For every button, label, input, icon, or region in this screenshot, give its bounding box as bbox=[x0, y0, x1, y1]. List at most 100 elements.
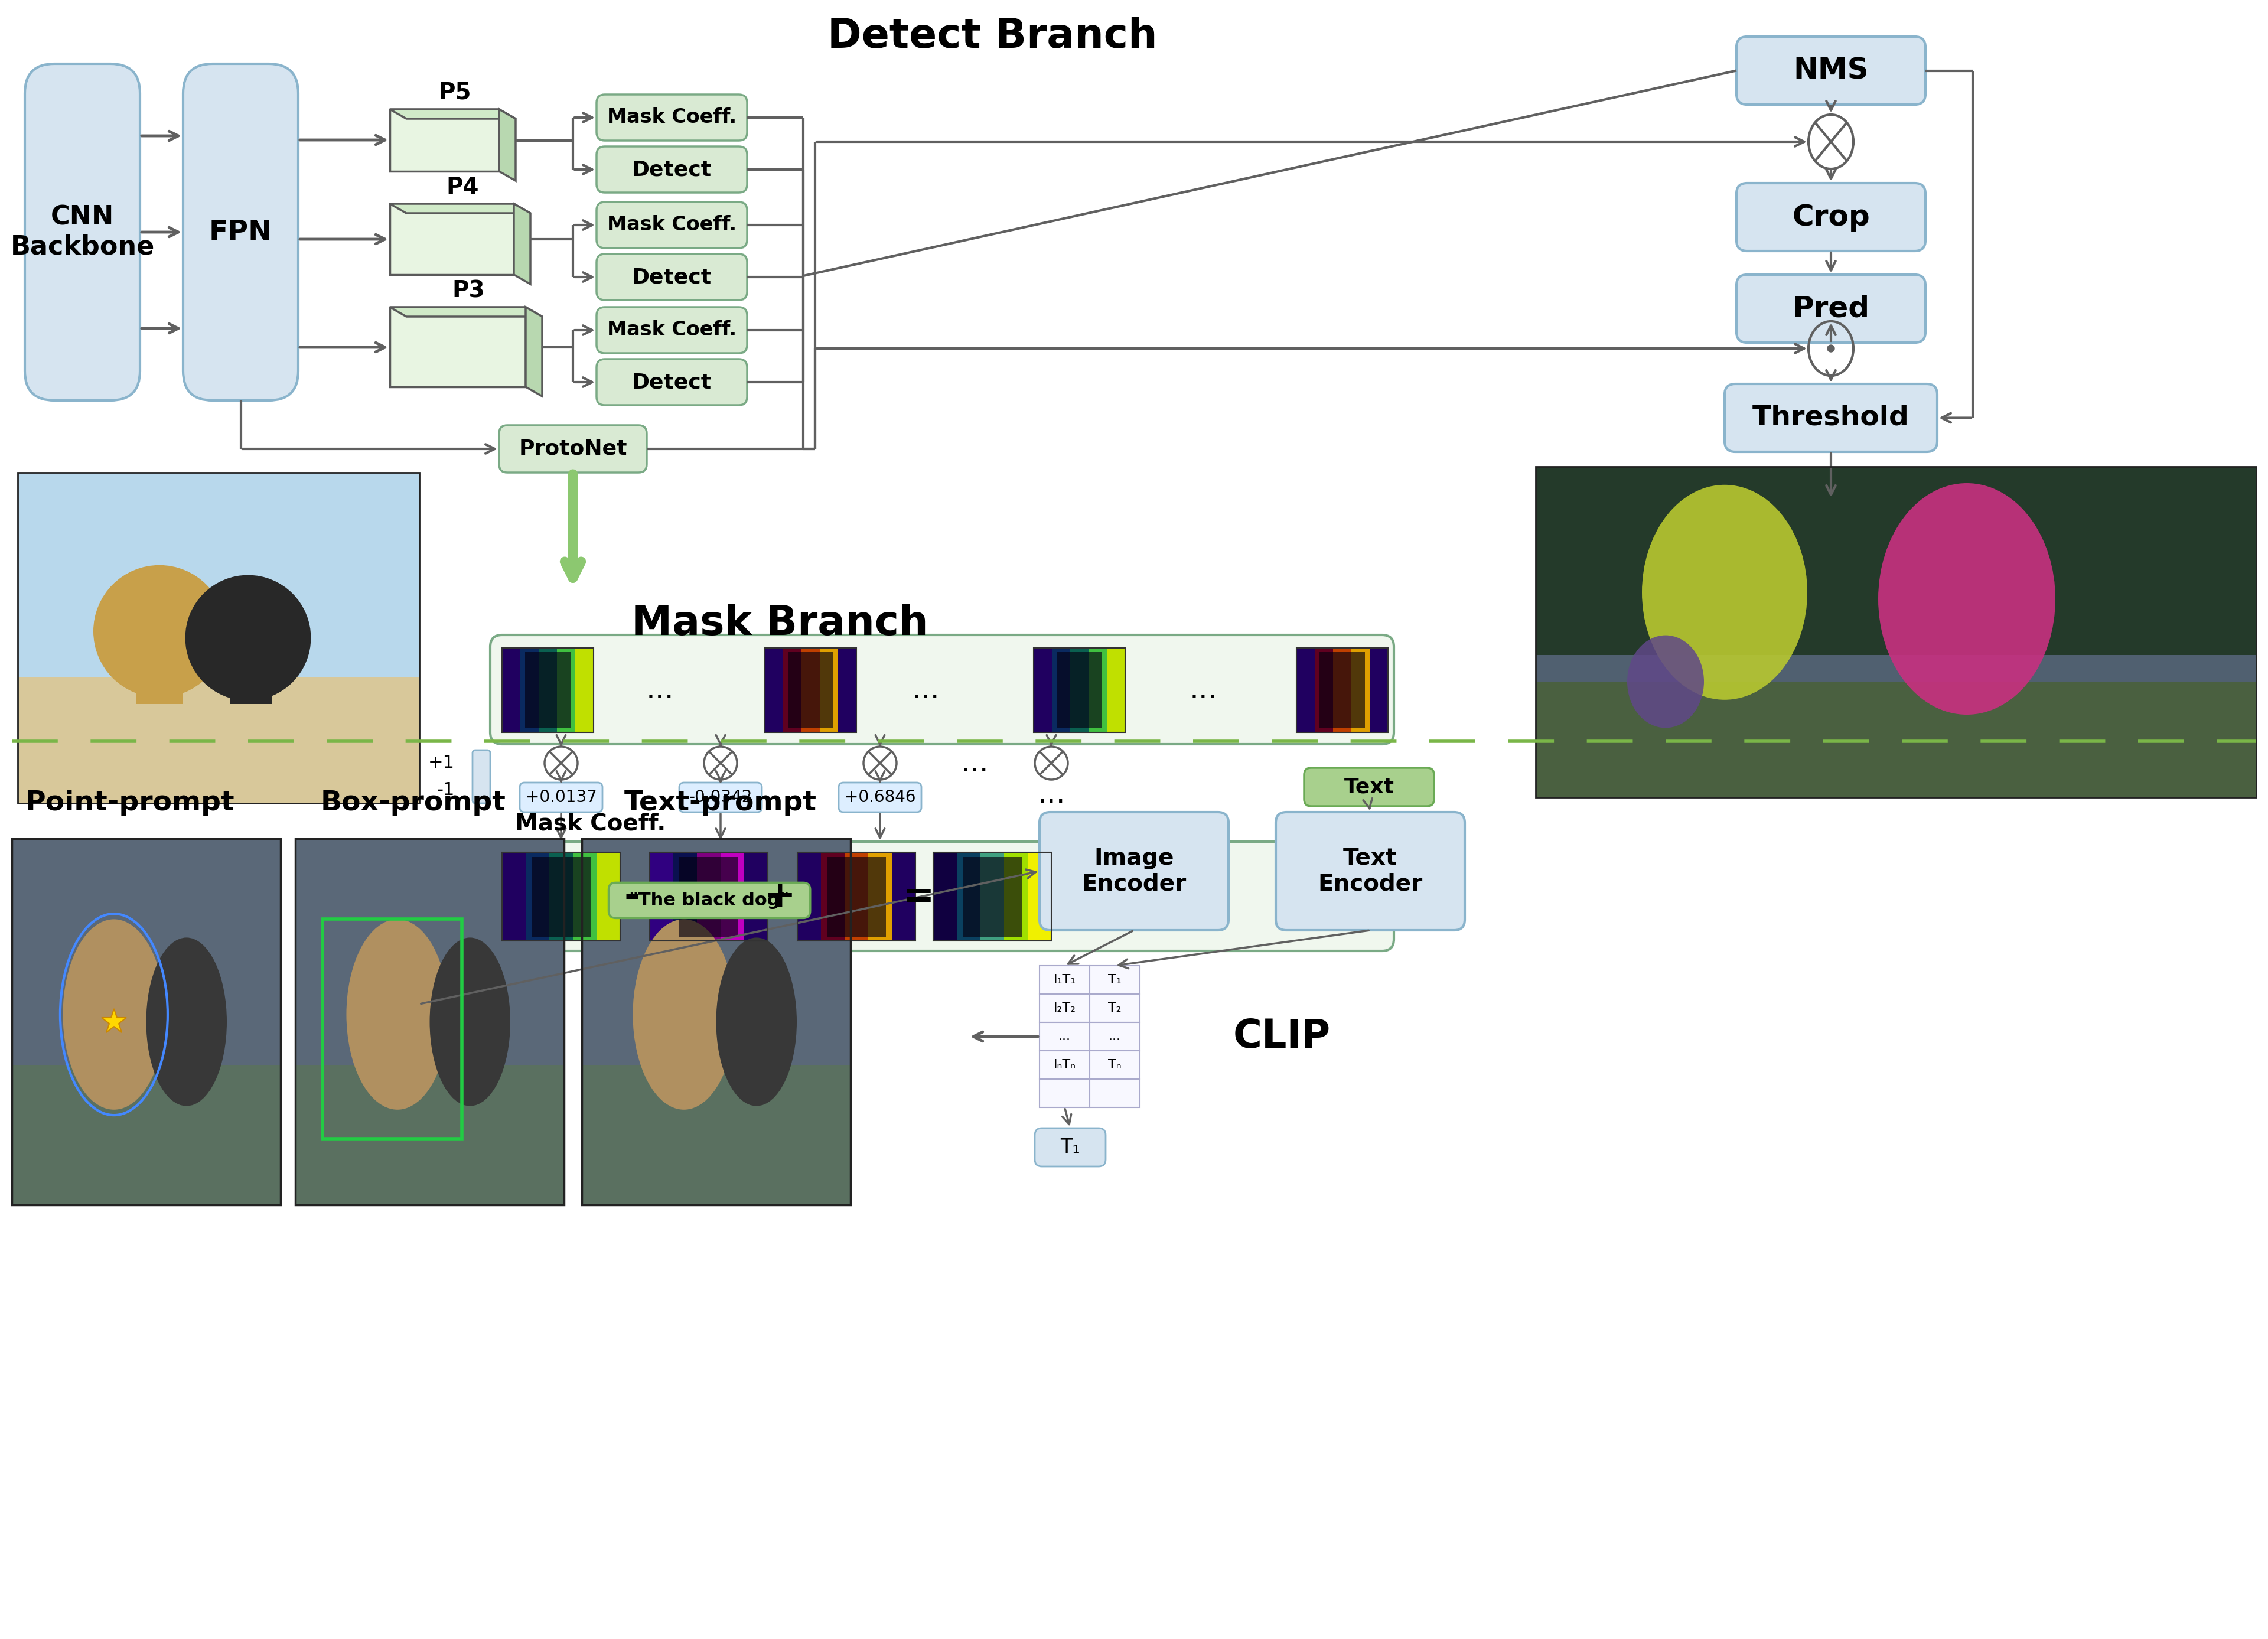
Bar bbox=[1039, 1078, 1089, 1108]
FancyBboxPatch shape bbox=[1737, 184, 1926, 251]
Text: Mask Coeff.: Mask Coeff. bbox=[608, 215, 737, 234]
Bar bbox=[11, 839, 281, 1065]
Bar bbox=[1034, 647, 1125, 733]
Bar bbox=[558, 647, 576, 733]
Polygon shape bbox=[526, 306, 542, 397]
FancyBboxPatch shape bbox=[184, 64, 299, 400]
Text: Tₙ: Tₙ bbox=[1109, 1059, 1120, 1070]
Bar bbox=[583, 839, 850, 1205]
Bar bbox=[957, 852, 980, 941]
Bar bbox=[390, 203, 515, 275]
Bar bbox=[295, 839, 565, 1065]
Bar bbox=[390, 306, 526, 387]
Bar bbox=[980, 852, 1005, 941]
Text: ProtoNet: ProtoNet bbox=[519, 439, 626, 459]
Bar bbox=[1089, 993, 1141, 1023]
FancyBboxPatch shape bbox=[519, 782, 603, 811]
FancyBboxPatch shape bbox=[596, 306, 746, 352]
Circle shape bbox=[1828, 344, 1835, 352]
Bar bbox=[231, 638, 272, 705]
FancyBboxPatch shape bbox=[499, 425, 646, 472]
Bar bbox=[1297, 647, 1315, 733]
Text: NMS: NMS bbox=[1794, 56, 1869, 85]
Ellipse shape bbox=[1626, 636, 1703, 728]
Bar bbox=[844, 852, 869, 941]
FancyBboxPatch shape bbox=[1034, 1128, 1107, 1167]
FancyBboxPatch shape bbox=[1737, 36, 1926, 105]
Bar bbox=[891, 852, 916, 941]
Text: ...: ... bbox=[1036, 780, 1066, 808]
Bar bbox=[583, 839, 850, 1065]
Ellipse shape bbox=[717, 938, 796, 1106]
Ellipse shape bbox=[633, 919, 735, 1110]
Bar bbox=[531, 857, 590, 936]
Bar bbox=[501, 852, 526, 941]
Text: P4: P4 bbox=[447, 175, 479, 198]
Bar bbox=[540, 647, 558, 733]
Text: +1: +1 bbox=[429, 754, 456, 772]
Bar bbox=[821, 852, 844, 941]
Bar bbox=[744, 852, 769, 941]
Text: Detect Branch: Detect Branch bbox=[828, 16, 1157, 56]
Circle shape bbox=[186, 575, 311, 701]
Text: CLIP: CLIP bbox=[1234, 1018, 1331, 1056]
Bar bbox=[1334, 647, 1352, 733]
FancyBboxPatch shape bbox=[596, 146, 746, 192]
FancyBboxPatch shape bbox=[1039, 811, 1229, 931]
Polygon shape bbox=[499, 110, 515, 180]
Bar bbox=[764, 647, 857, 733]
Bar bbox=[1315, 647, 1334, 733]
Bar bbox=[1089, 965, 1141, 993]
Bar bbox=[801, 647, 819, 733]
Bar bbox=[1039, 1051, 1089, 1078]
Text: "The black dog": "The black dog" bbox=[628, 892, 789, 910]
Ellipse shape bbox=[347, 919, 449, 1110]
Text: +0.0137: +0.0137 bbox=[526, 788, 596, 806]
Ellipse shape bbox=[64, 919, 166, 1110]
Bar bbox=[1535, 682, 2257, 797]
Text: ...: ... bbox=[1059, 1031, 1070, 1042]
Bar bbox=[678, 857, 739, 936]
Text: Pred: Pred bbox=[1792, 295, 1869, 323]
FancyBboxPatch shape bbox=[472, 751, 490, 803]
FancyBboxPatch shape bbox=[1275, 811, 1465, 931]
Text: ...: ... bbox=[959, 749, 989, 777]
Text: P5: P5 bbox=[438, 82, 472, 103]
Bar bbox=[526, 852, 549, 941]
Bar bbox=[524, 652, 572, 728]
Bar bbox=[869, 852, 891, 941]
Text: T₂: T₂ bbox=[1109, 1003, 1120, 1015]
Ellipse shape bbox=[1642, 485, 1808, 700]
Bar bbox=[1027, 852, 1052, 941]
Bar bbox=[1089, 1023, 1141, 1051]
Bar bbox=[696, 852, 721, 941]
Text: Mask Coeff.: Mask Coeff. bbox=[515, 813, 667, 836]
Text: FPN: FPN bbox=[209, 220, 272, 246]
Bar bbox=[828, 857, 887, 936]
Text: I₁T₁: I₁T₁ bbox=[1052, 974, 1075, 985]
FancyBboxPatch shape bbox=[839, 782, 921, 811]
FancyBboxPatch shape bbox=[1304, 767, 1433, 806]
Text: Text-prompt: Text-prompt bbox=[624, 790, 816, 816]
Bar bbox=[1352, 647, 1370, 733]
Text: Crop: Crop bbox=[1792, 203, 1869, 231]
Ellipse shape bbox=[429, 938, 510, 1106]
Text: Detect: Detect bbox=[633, 159, 712, 180]
Text: CNN
Backbone: CNN Backbone bbox=[11, 205, 154, 259]
Text: +0.6846: +0.6846 bbox=[844, 788, 916, 806]
Text: ...: ... bbox=[1188, 675, 1218, 705]
Polygon shape bbox=[390, 306, 542, 316]
Bar bbox=[674, 852, 696, 941]
Circle shape bbox=[93, 565, 225, 698]
Bar bbox=[390, 110, 499, 172]
Bar bbox=[1535, 467, 2257, 797]
Bar bbox=[1089, 1078, 1141, 1108]
Text: Detect: Detect bbox=[633, 267, 712, 287]
Bar bbox=[798, 852, 916, 941]
Bar bbox=[18, 472, 420, 803]
Bar bbox=[1052, 647, 1070, 733]
Bar bbox=[787, 652, 835, 728]
Bar bbox=[11, 839, 281, 1205]
Bar bbox=[1320, 652, 1365, 728]
Bar bbox=[18, 677, 420, 803]
